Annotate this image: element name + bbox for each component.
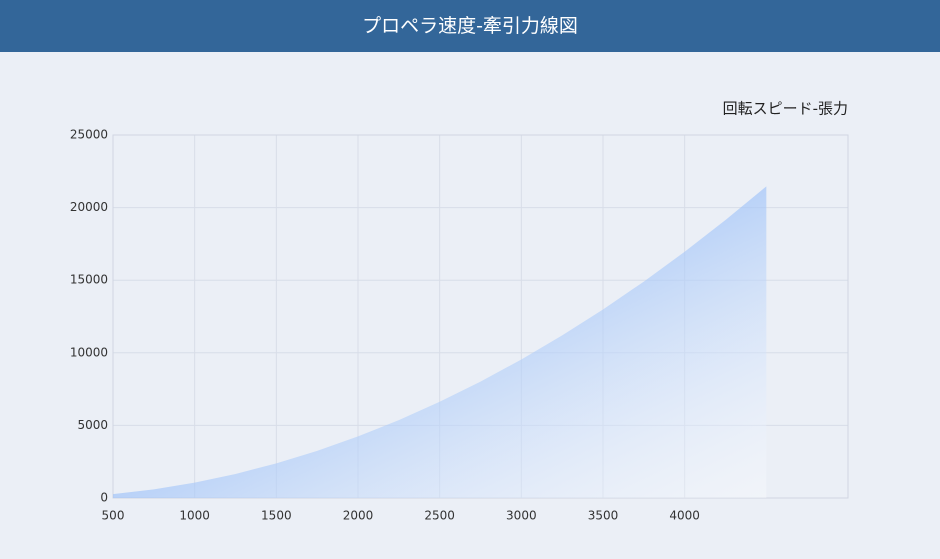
y-tick-label: 15000 xyxy=(70,273,108,287)
legend-label: 回転スピード-張力 xyxy=(723,100,848,118)
y-tick-label: 0 xyxy=(100,491,108,505)
x-tick-label: 3500 xyxy=(588,509,619,523)
y-tick-label: 10000 xyxy=(70,345,108,359)
x-tick-label: 2500 xyxy=(424,509,455,523)
area xyxy=(113,186,767,499)
x-tick-label: 4000 xyxy=(669,509,700,523)
header-title: プロペラ速度-牽引力線図 xyxy=(0,0,940,52)
y-tick-label: 25000 xyxy=(70,128,108,142)
y-tick-label: 20000 xyxy=(70,200,108,214)
x-tick-label: 500 xyxy=(102,509,125,523)
x-tick-label: 2000 xyxy=(343,509,374,523)
x-tick-label: 1000 xyxy=(179,509,210,523)
y-tick-label: 5000 xyxy=(77,418,108,432)
chart: 0 5000 10000 15000 20000 25000 500 1000 1500 2000… xyxy=(70,100,849,523)
x-tick-label: 1500 xyxy=(261,509,292,523)
x-tick-label: 3000 xyxy=(506,509,537,523)
